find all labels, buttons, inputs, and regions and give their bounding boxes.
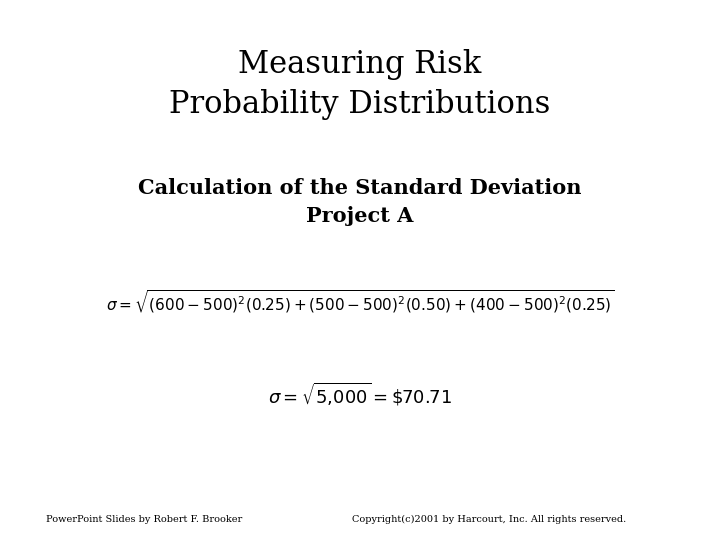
Text: $\sigma = \sqrt{(600-500)^2(0.25)+(500-500)^2(0.50)+(400-500)^2(0.25)}$: $\sigma = \sqrt{(600-500)^2(0.25)+(500-5…: [106, 289, 614, 316]
Text: Copyright(c)2001 by Harcourt, Inc. All rights reserved.: Copyright(c)2001 by Harcourt, Inc. All r…: [353, 515, 626, 524]
Text: PowerPoint Slides by Robert F. Brooker: PowerPoint Slides by Robert F. Brooker: [46, 515, 242, 524]
Text: Measuring Risk
Probability Distributions: Measuring Risk Probability Distributions: [169, 49, 551, 120]
Text: $\sigma = \sqrt{5{,}000} = \$70.71$: $\sigma = \sqrt{5{,}000} = \$70.71$: [268, 381, 452, 408]
Text: Calculation of the Standard Deviation
Project A: Calculation of the Standard Deviation Pr…: [138, 178, 582, 226]
